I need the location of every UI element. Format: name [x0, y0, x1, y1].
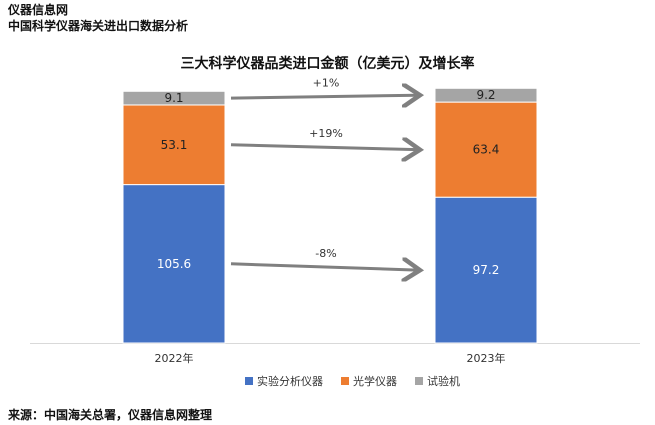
legend-label: 实验分析仪器: [257, 374, 323, 388]
data-label: 97.2: [473, 263, 500, 277]
bar-segment: [122, 184, 226, 344]
data-label: 9.2: [476, 88, 495, 102]
growth-label: +19%: [309, 127, 343, 140]
x-tick-label: 2022年: [155, 351, 194, 365]
legend-swatch: [245, 377, 253, 385]
growth-arrow: [230, 145, 417, 150]
legend-label: 光学仪器: [353, 374, 397, 388]
chart-title: 三大科学仪器品类进口金额（亿美元）及增长率: [180, 56, 475, 72]
growth-arrow: [230, 264, 417, 270]
growth-label: +1%: [313, 77, 340, 90]
bar-segment: [122, 90, 226, 106]
bar-segment: [122, 104, 226, 186]
data-label: 105.6: [157, 257, 191, 271]
data-label: 53.1: [161, 138, 188, 152]
bar-segment: [434, 87, 538, 103]
report-subtitle: 中国科学仪器海关进出口数据分析: [8, 19, 189, 33]
brand-title: 仪器信息网: [8, 3, 69, 17]
bar-segment: [434, 196, 538, 344]
bar-segment: [434, 101, 538, 198]
legend-label: 试验机: [427, 374, 460, 388]
legend-swatch: [341, 377, 349, 385]
growth-label: -8%: [315, 247, 336, 260]
legend-swatch: [415, 377, 423, 385]
data-label: 9.1: [164, 91, 183, 105]
data-label: 63.4: [473, 143, 500, 157]
source-note: 来源：中国海关总署，仪器信息网整理: [8, 408, 213, 422]
x-tick-label: 2023年: [467, 351, 506, 365]
growth-arrow: [230, 95, 417, 98]
